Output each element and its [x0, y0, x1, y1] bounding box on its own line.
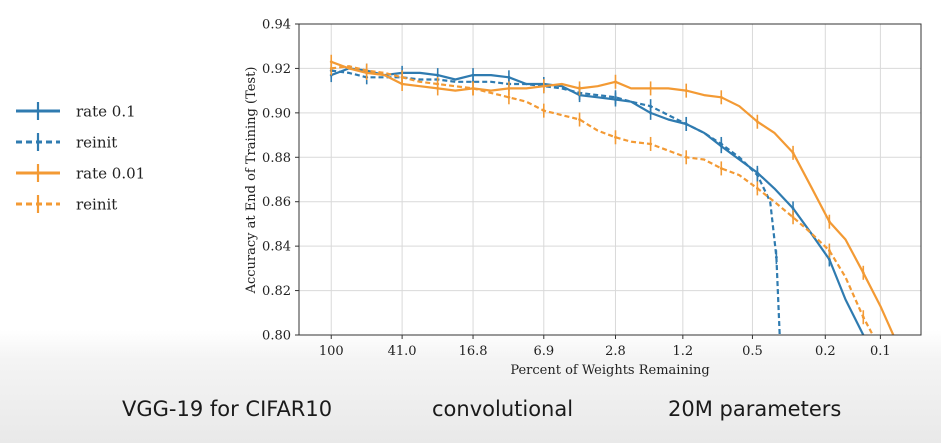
data-point [684, 155, 688, 159]
data-point [755, 173, 759, 177]
series-line [330, 67, 865, 335]
legend-entry-4: reinit [16, 195, 117, 214]
data-point [507, 87, 511, 90]
data-point [755, 120, 759, 124]
y-tick-label: 0.88 [262, 151, 291, 166]
x-tick-label: 2.8 [605, 344, 626, 359]
data-point [649, 87, 653, 90]
series-group [329, 54, 895, 335]
gridlines [299, 23, 921, 336]
legend-label: reinit [76, 196, 117, 214]
x-tick-label: 6.9 [533, 344, 554, 359]
data-point [614, 80, 617, 84]
legend: rate 0.1 reinit rate 0.01 reinit [14, 96, 184, 221]
y-tick-label: 0.80 [262, 329, 291, 344]
data-point [791, 206, 795, 210]
data-point [471, 87, 475, 90]
data-point [542, 84, 546, 88]
series-4 [329, 61, 874, 335]
series-line [331, 69, 781, 335]
y-tick-label: 0.82 [262, 284, 291, 299]
y-tick-label: 0.86 [262, 195, 291, 210]
plot-frame [298, 23, 922, 336]
data-point [719, 95, 723, 99]
data-point [755, 186, 759, 190]
x-tick-label: 16.8 [459, 344, 488, 359]
data-point [400, 75, 404, 79]
legend-label: reinit [76, 134, 117, 152]
x-axis-label: Percent of Weights Remaining [510, 363, 709, 378]
data-point [614, 135, 617, 139]
data-point [774, 255, 778, 259]
x-tick-label: 0.5 [742, 344, 763, 359]
data-point [719, 142, 723, 146]
legend-entry-2: reinit [16, 133, 117, 152]
series-line [330, 60, 895, 335]
y-axis-label: Accuracy at End of Training (Test) [244, 67, 259, 295]
data-point [791, 151, 795, 155]
caption-bar: VGG-19 for CIFAR10 convolutional 20M par… [0, 391, 941, 431]
y-tick-label: 0.92 [262, 62, 291, 77]
data-point [578, 118, 581, 121]
legend-entry-3: rate 0.01 [16, 164, 145, 183]
data-point [684, 122, 688, 126]
data-point [542, 109, 546, 113]
y-ticks: 0.80 0.82 0.84 0.86 0.88 0.90 0.92 0.94 [262, 18, 299, 344]
y-tick-label: 0.84 [262, 240, 291, 255]
data-point [719, 166, 723, 170]
series-2 [329, 63, 781, 335]
caption-model: VGG-19 for CIFAR10 [122, 397, 333, 421]
data-point [614, 95, 617, 99]
x-tick-label: 0.1 [870, 344, 891, 359]
legend-label: rate 0.01 [76, 165, 145, 183]
legend-entry-1: rate 0.1 [16, 102, 136, 121]
caption-params: 20M parameters [668, 397, 842, 421]
x-tick-label: 1.2 [673, 344, 694, 359]
y-tick-label: 0.94 [262, 18, 291, 33]
x-tick-label: 100 [319, 344, 344, 359]
data-point [827, 249, 831, 252]
legend-label: rate 0.1 [76, 103, 136, 121]
data-point [365, 69, 369, 73]
y-tick-label: 0.90 [262, 106, 291, 121]
data-point [507, 95, 511, 99]
x-tick-label: 0.2 [815, 344, 836, 359]
series-line [331, 65, 874, 335]
series-1 [329, 63, 865, 335]
legend-entries: rate 0.1 reinit rate 0.01 reinit [16, 102, 145, 214]
x-tick-label: 41.0 [388, 344, 417, 359]
data-point [649, 142, 653, 146]
caption-type: convolutional [432, 397, 574, 421]
data-point [684, 89, 688, 93]
data-point [436, 82, 440, 86]
data-point [791, 215, 795, 219]
data-point [827, 258, 831, 261]
data-point [827, 220, 831, 224]
data-point [329, 67, 333, 70]
data-point [861, 271, 865, 275]
data-point [649, 104, 653, 108]
x-ticks: 100 41.0 16.8 6.9 2.8 1.2 0.5 0.2 0.1 [319, 335, 891, 359]
data-point [861, 315, 865, 319]
data-point [578, 87, 581, 90]
